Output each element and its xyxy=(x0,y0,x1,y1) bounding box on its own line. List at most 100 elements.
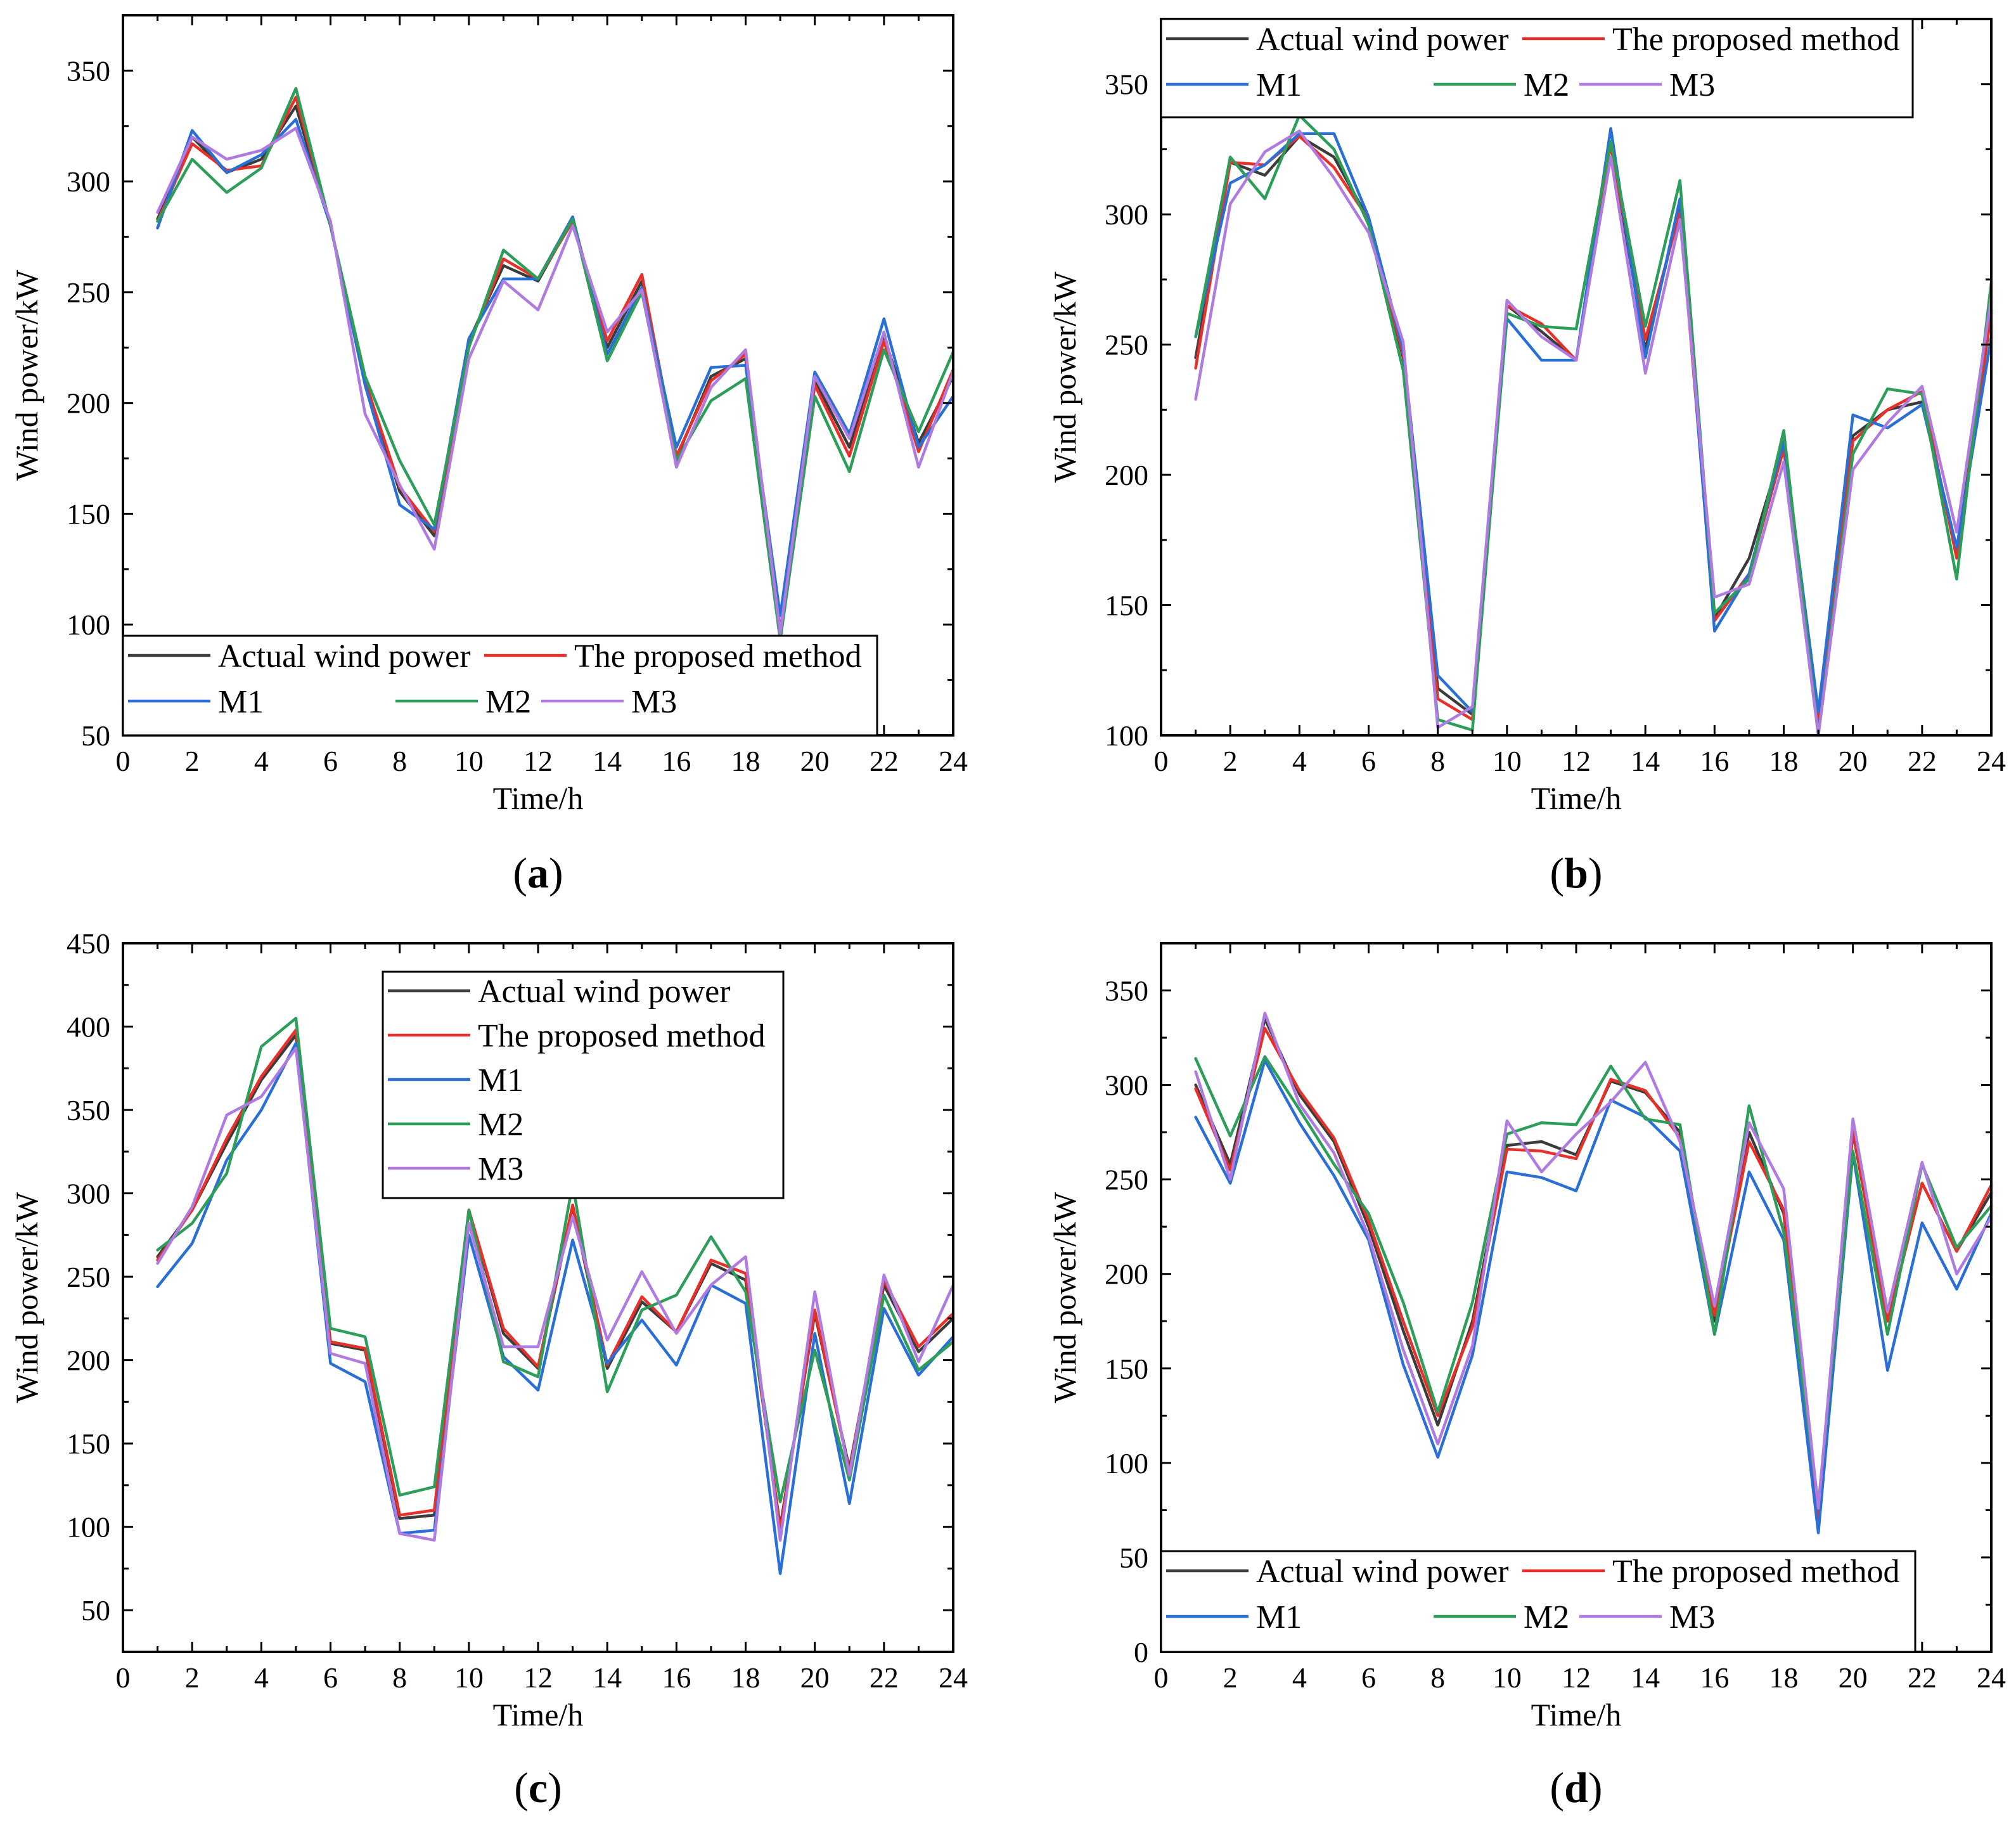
x-tick-label: 18 xyxy=(731,1661,761,1694)
x-tick-label: 2 xyxy=(1223,1661,1238,1694)
legend-entry: Actual wind power xyxy=(1166,22,1509,58)
x-tick-label: 10 xyxy=(454,745,484,777)
series-line-the-proposed-method xyxy=(156,96,955,633)
caption-letter: b xyxy=(1564,849,1588,897)
x-tick-label: 6 xyxy=(1361,745,1376,777)
chart-panel-b: 0 2 4 6 8 10 12 14 16 18 20 22 24100150200250300350T… xyxy=(1047,18,2006,897)
panel-caption: (a) xyxy=(513,849,563,897)
y-tick-label: 200 xyxy=(67,1344,110,1377)
caption-close: ) xyxy=(548,1763,562,1812)
y-tick-label: 350 xyxy=(67,1094,110,1126)
y-axis-title: Wind power/kW xyxy=(9,269,44,480)
legend: Actual wind power The proposed method M1 M2… xyxy=(382,970,785,1199)
legend-entry: M2 xyxy=(1434,67,1569,103)
caption-close: ) xyxy=(1588,849,1603,897)
legend-box xyxy=(1160,1550,1916,1653)
legend-label: The proposed method xyxy=(1612,1554,1899,1590)
legend-label: M2 xyxy=(485,684,531,720)
x-tick-label: 10 xyxy=(1493,745,1522,777)
x-tick-label: 14 xyxy=(1631,1661,1660,1694)
legend-label: M3 xyxy=(1669,1599,1715,1635)
y-axis: 50 100 150 200 250 300 350 400 450 xyxy=(67,927,953,1653)
legend-entry: M2 xyxy=(395,684,531,720)
y-tick-label: 200 xyxy=(1105,1258,1148,1291)
legend-label: M2 xyxy=(1524,1599,1569,1635)
x-tick-label: 12 xyxy=(523,745,553,777)
x-tick-label: 2 xyxy=(185,1661,200,1694)
x-tick-label: 18 xyxy=(1769,745,1799,777)
y-tick-label: 50 xyxy=(81,1594,110,1627)
series-line-m2 xyxy=(156,87,955,641)
x-tick-label: 2 xyxy=(185,745,200,777)
y-tick-label: 100 xyxy=(67,1511,110,1544)
x-tick-label: 6 xyxy=(1361,1661,1376,1694)
caption-open: ( xyxy=(514,1763,529,1812)
y-tick-label: 300 xyxy=(1105,198,1148,231)
legend-entry: Actual wind power xyxy=(128,638,471,674)
plot-frame xyxy=(122,14,954,737)
panel-caption: (d) xyxy=(1550,1763,1602,1812)
y-axis-title: Wind power/kW xyxy=(1047,1192,1082,1403)
x-axis: 0 2 4 6 8 10 12 14 16 18 20 22 24 xyxy=(1154,943,2006,1694)
x-tick-label: 8 xyxy=(1430,745,1445,777)
chart-panel-a: 0 2 4 6 8 10 12 14 16 18 20 22 245010015020025030035… xyxy=(9,14,968,897)
x-tick-label: 22 xyxy=(1908,1661,1937,1694)
legend-entry: The proposed method xyxy=(388,1018,765,1054)
x-tick-label: 4 xyxy=(254,745,269,777)
x-tick-label: 4 xyxy=(1292,1661,1307,1694)
legend: Actual wind power The proposed method M1 M2… xyxy=(1160,1550,1916,1653)
x-tick-label: 20 xyxy=(800,745,830,777)
series-line-m1 xyxy=(1194,1059,1993,1535)
series-line-m3 xyxy=(1194,1012,1993,1510)
y-tick-label: 350 xyxy=(67,55,110,87)
legend-entry: M3 xyxy=(388,1151,523,1187)
series-group xyxy=(156,1017,955,1575)
legend-label: Actual wind power xyxy=(1256,22,1509,58)
legend-entry: M2 xyxy=(388,1107,523,1143)
x-tick-label: 24 xyxy=(939,1661,968,1694)
legend-label: M3 xyxy=(1669,67,1715,103)
y-tick-label: 150 xyxy=(1105,1353,1148,1385)
x-tick-label: 16 xyxy=(662,1661,691,1694)
legend-label: M2 xyxy=(1524,67,1569,103)
x-tick-label: 12 xyxy=(1562,1661,1591,1694)
series-line-m3 xyxy=(1194,129,1993,737)
caption-open: ( xyxy=(1550,849,1564,897)
series-line-m2 xyxy=(1194,113,1993,737)
y-tick-label: 50 xyxy=(1119,1542,1148,1574)
x-tick-label: 18 xyxy=(731,745,761,777)
legend-entry: M1 xyxy=(1166,67,1302,103)
y-tick-label: 200 xyxy=(67,387,110,420)
x-tick-label: 4 xyxy=(254,1661,269,1694)
x-tick-label: 0 xyxy=(116,1661,131,1694)
legend-label: The proposed method xyxy=(574,638,861,674)
legend-box xyxy=(382,970,785,1199)
x-axis-title: Time/h xyxy=(493,1697,584,1732)
legend-label: Actual wind power xyxy=(1256,1554,1509,1590)
caption-open: ( xyxy=(513,849,527,897)
legend-label: M1 xyxy=(1256,67,1302,103)
series-line-m3 xyxy=(156,1047,955,1542)
x-tick-label: 24 xyxy=(939,745,968,777)
x-tick-label: 8 xyxy=(392,1661,407,1694)
legend-entry: M2 xyxy=(1434,1599,1569,1635)
y-tick-label: 50 xyxy=(81,719,110,752)
x-tick-label: 0 xyxy=(1154,745,1169,777)
x-tick-label: 12 xyxy=(1562,745,1591,777)
legend-box xyxy=(122,635,878,737)
plot-frame xyxy=(1160,942,1993,1653)
panel-caption: (b) xyxy=(1550,849,1602,897)
x-tick-label: 10 xyxy=(454,1661,484,1694)
y-tick-label: 350 xyxy=(1105,975,1148,1007)
x-tick-label: 16 xyxy=(662,745,691,777)
x-axis-title: Time/h xyxy=(1531,780,1622,816)
legend-label: M1 xyxy=(218,684,264,720)
series-line-m1 xyxy=(156,118,955,617)
y-axis: 100 150 200 250 300 350 xyxy=(1105,18,1991,752)
legend-label: M2 xyxy=(478,1107,523,1143)
x-tick-label: 20 xyxy=(800,1661,830,1694)
legend-label: Actual wind power xyxy=(218,638,471,674)
x-tick-label: 22 xyxy=(870,745,899,777)
legend-entry: The proposed method xyxy=(484,638,861,674)
